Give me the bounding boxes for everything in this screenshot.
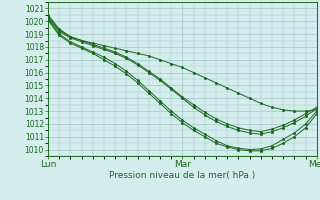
X-axis label: Pression niveau de la mer( hPa ): Pression niveau de la mer( hPa ) [109, 171, 256, 180]
